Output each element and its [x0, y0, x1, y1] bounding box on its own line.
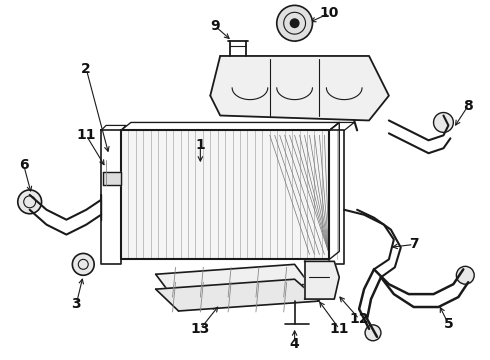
Circle shape	[290, 18, 299, 28]
Text: 7: 7	[409, 238, 418, 252]
Polygon shape	[156, 279, 319, 311]
Polygon shape	[305, 261, 339, 299]
Text: 6: 6	[19, 158, 28, 172]
Circle shape	[365, 325, 381, 341]
Circle shape	[18, 190, 42, 214]
Bar	[121, 130, 329, 260]
Text: 12: 12	[349, 312, 369, 326]
Polygon shape	[156, 264, 310, 294]
Text: 5: 5	[443, 317, 453, 331]
Text: 11: 11	[329, 322, 349, 336]
Text: 10: 10	[319, 6, 339, 20]
Circle shape	[73, 253, 94, 275]
Circle shape	[107, 174, 117, 184]
Polygon shape	[103, 172, 121, 185]
Text: 2: 2	[81, 62, 91, 76]
Text: 4: 4	[290, 337, 299, 351]
Text: 3: 3	[72, 297, 81, 311]
Text: 1: 1	[196, 138, 205, 152]
Polygon shape	[210, 56, 389, 121]
Text: 8: 8	[464, 99, 473, 113]
Text: 13: 13	[191, 322, 210, 336]
Text: 11: 11	[76, 129, 96, 142]
Text: 9: 9	[210, 19, 220, 33]
Circle shape	[277, 5, 313, 41]
Circle shape	[456, 266, 474, 284]
Circle shape	[434, 113, 453, 132]
